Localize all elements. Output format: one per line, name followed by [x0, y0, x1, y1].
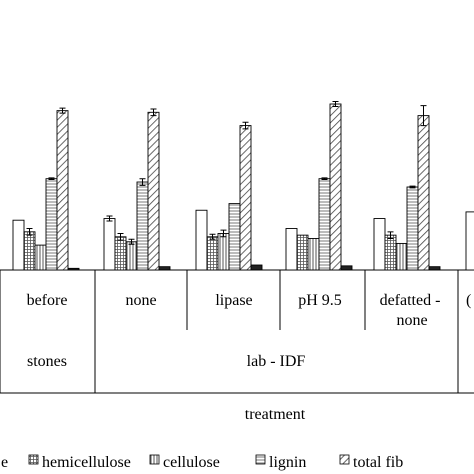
error-bar	[242, 121, 249, 130]
error-bar	[26, 228, 33, 236]
bar-hemicellulose-1	[114, 236, 127, 271]
bar-total-fib-0	[56, 110, 69, 271]
bar-e-2	[195, 209, 208, 271]
error-bar	[420, 105, 427, 127]
bar-total-fib-1	[147, 111, 160, 271]
bar-lignin-1	[136, 181, 149, 271]
category-label-defatted: defatted - none	[380, 292, 445, 329]
category-label-lipase: lipase	[215, 292, 252, 309]
category-label-ph: pH 9.5	[298, 292, 342, 309]
bars-layer	[12, 101, 474, 271]
legend-swatch-hemicellulose	[28, 454, 39, 465]
x-axis-title: treatment	[245, 406, 306, 423]
bar-series-5-3	[340, 265, 353, 271]
error-bar	[117, 232, 124, 241]
bar-hemicellulose-4	[384, 234, 397, 271]
error-bar	[220, 229, 227, 238]
legend-swatch-total-fib	[339, 454, 350, 465]
bar-cellulose-3	[307, 238, 320, 271]
bar-cellulose-4	[395, 242, 408, 271]
error-bar	[409, 185, 416, 189]
bar-hemicellulose-0	[23, 231, 36, 271]
bar-series-5-1	[158, 266, 171, 271]
bar-cellulose-0	[34, 244, 47, 271]
category-label-partial: (	[466, 292, 471, 309]
bar-series-5-2	[250, 264, 263, 271]
bar-lignin-2	[228, 203, 241, 271]
error-bar	[59, 107, 66, 114]
bar-lignin-3	[318, 178, 331, 271]
bar-e-1	[103, 218, 116, 271]
bar-lignin-4	[406, 186, 419, 271]
group-label-stones: stones	[27, 353, 67, 370]
group-label-lab-idf: lab - IDF	[247, 353, 306, 370]
legend-label-hemicellulose: hemicellulose	[42, 454, 131, 471]
legend-label-total-fib: total fib	[353, 454, 403, 471]
legend-swatch-cellulose	[149, 454, 160, 465]
error-bar	[106, 215, 113, 222]
error-bar	[209, 233, 216, 240]
error-bar	[150, 108, 157, 117]
error-bar	[48, 177, 55, 181]
legend-swatch-lignin	[255, 454, 266, 465]
error-bar	[332, 101, 339, 107]
error-bar	[321, 177, 328, 181]
legend-label-cellulose: cellulose	[163, 454, 220, 471]
bar-total-fib-2	[239, 125, 252, 271]
bar-cellulose-1	[125, 241, 138, 271]
bar-e-4	[373, 218, 386, 271]
bar-cellulose-2	[217, 233, 230, 271]
bar-e-3	[285, 228, 298, 271]
category-label-before: before	[27, 292, 68, 309]
bar-e-0	[12, 219, 25, 271]
bar-hemicellulose-3	[296, 234, 309, 271]
category-label-none: none	[125, 292, 156, 309]
error-bar	[139, 178, 146, 186]
legend-label-e: e	[1, 454, 8, 471]
error-bar	[128, 238, 135, 245]
bar-series-5-0	[67, 267, 80, 271]
error-bar	[387, 231, 394, 239]
bar-series-5-4	[428, 266, 441, 271]
legend: e hemicellulose cellulose lignin total f…	[1, 454, 403, 471]
bar-total-fib-3	[329, 103, 342, 271]
bar-lignin-0	[45, 178, 58, 271]
bar-total-fib-4	[417, 115, 430, 271]
bar-partial-group	[465, 211, 474, 271]
legend-label-lignin: lignin	[269, 454, 306, 471]
bar-hemicellulose-2	[206, 236, 219, 271]
